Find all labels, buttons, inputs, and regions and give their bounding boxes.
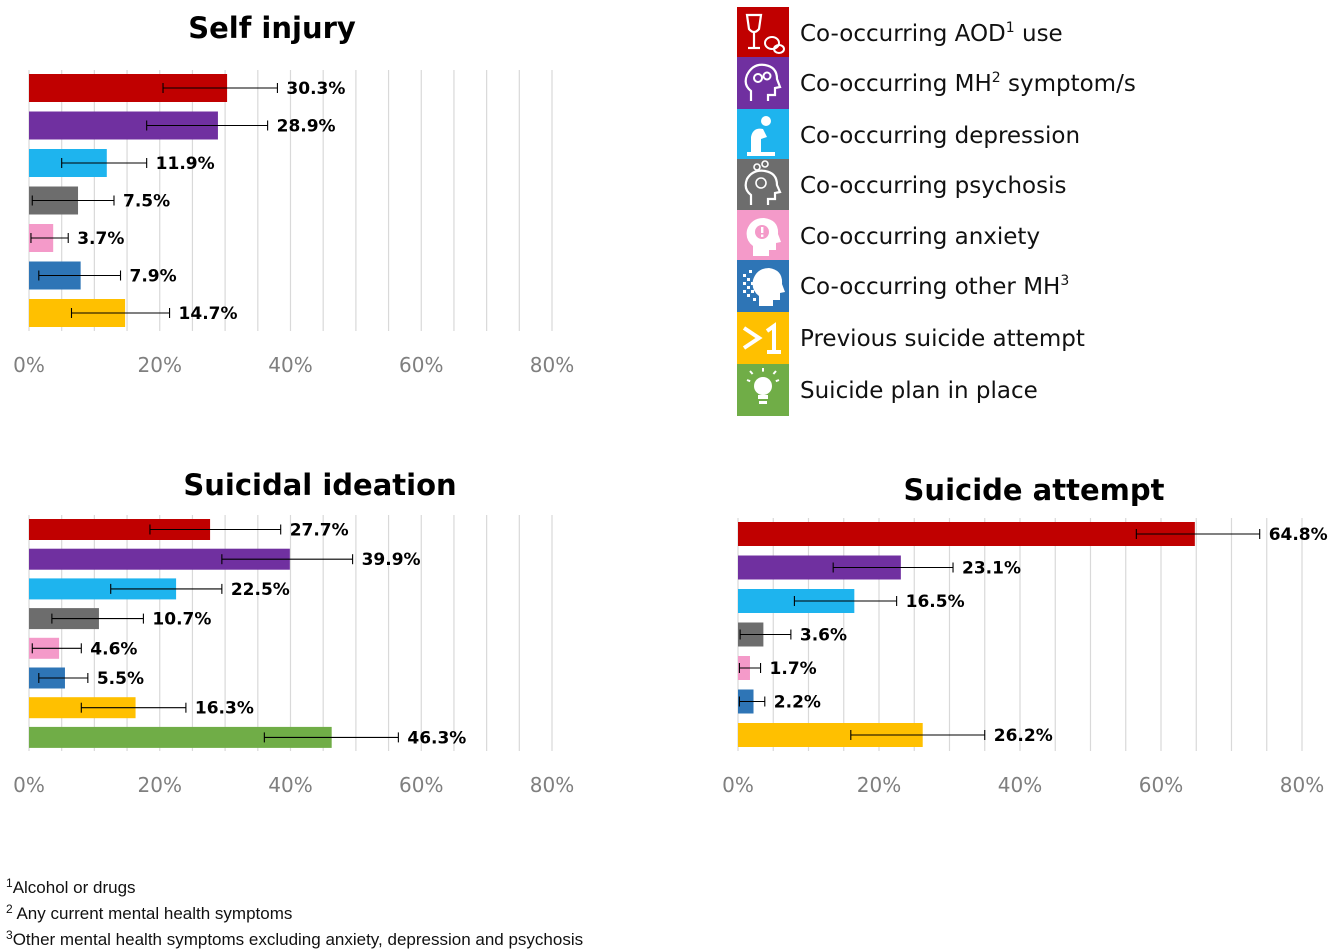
footnote-text: Any current mental health symptoms — [13, 904, 293, 923]
data-label: 2.2% — [774, 693, 821, 713]
footnote-mark: 2 — [6, 902, 13, 916]
data-label: 27.7% — [290, 521, 349, 541]
legend-label: Co-occurring other MH3 — [800, 273, 1069, 300]
x-tick-label: 80% — [530, 353, 574, 377]
legend-item: Previous suicide attempt — [737, 312, 1085, 364]
data-label: 1.7% — [770, 659, 817, 679]
x-tick-label: 80% — [530, 773, 574, 797]
legend-label-text: Previous suicide attempt — [800, 326, 1085, 352]
data-label: 23.1% — [962, 559, 1021, 579]
data-label: 11.9% — [156, 154, 215, 174]
data-label: 26.2% — [994, 726, 1053, 746]
legend-label: Co-occurring depression — [800, 123, 1080, 149]
data-label: 10.7% — [152, 610, 211, 630]
footnote-text: Other mental health symptoms excluding a… — [13, 930, 583, 949]
head-swirl-icon — [737, 159, 789, 211]
data-label: 39.9% — [362, 550, 421, 570]
data-label: 16.3% — [195, 699, 254, 719]
lightbulb-icon — [737, 364, 789, 416]
legend-item: Co-occurring depression — [737, 109, 1080, 161]
legend-item: Co-occurring psychosis — [737, 159, 1066, 211]
data-label: 28.9% — [277, 117, 336, 137]
x-tick-label: 40% — [268, 353, 312, 377]
bar-aod — [738, 522, 1195, 546]
legend-label-suffix: symptom/s — [1001, 71, 1136, 97]
footnote-mark: 3 — [6, 928, 13, 942]
legend-label: Previous suicide attempt — [800, 326, 1085, 352]
x-tick-label: 60% — [399, 773, 443, 797]
head-gears-icon — [737, 57, 789, 109]
sitting-person-icon — [737, 109, 789, 161]
footnote: 2 Any current mental health symptoms — [6, 902, 292, 923]
data-label: 5.5% — [97, 669, 144, 689]
footnote: 3Other mental health symptoms excluding … — [6, 928, 583, 949]
footnote-text: Alcohol or drugs — [13, 878, 136, 897]
data-label: 7.9% — [130, 267, 177, 287]
bar-mh — [29, 548, 290, 570]
legend-label-text: Co-occurring psychosis — [800, 173, 1066, 199]
bar-depression — [29, 578, 177, 600]
x-tick-label: 60% — [399, 353, 443, 377]
legend-label-text: Co-occurring MH — [800, 71, 992, 97]
bar-aod — [29, 519, 211, 540]
x-tick-label: 20% — [857, 773, 901, 797]
footnote-mark: 1 — [6, 876, 13, 890]
x-tick-label: 20% — [138, 773, 182, 797]
legend-label-text: Co-occurring AOD — [800, 21, 1006, 47]
data-label: 16.5% — [906, 592, 965, 612]
legend: Co-occurring AOD1 use Co-occurring MH2 sy… — [737, 7, 1136, 416]
head-exclamation-icon — [737, 210, 789, 262]
footnote-marker: 1 — [1006, 20, 1015, 36]
legend-label-text: Suicide plan in place — [800, 378, 1038, 404]
chart-title: Suicidal ideation — [183, 468, 456, 502]
data-label: 3.6% — [800, 626, 847, 646]
data-label: 14.7% — [179, 304, 238, 324]
footnote-marker: 3 — [1060, 273, 1069, 289]
legend-item: Co-occurring MH2 symptom/s — [737, 57, 1136, 109]
chart-title: Self injury — [188, 11, 356, 45]
legend-label: Co-occurring MH2 symptom/s — [800, 70, 1136, 97]
chart-panel: Self injury 0% 20% 40% 60% 80% 30.3% 28.9% 11.9%… — [13, 11, 574, 377]
x-tick-label: 20% — [138, 353, 182, 377]
data-label: 3.7% — [77, 229, 124, 249]
legend-item: Suicide plan in place — [737, 364, 1038, 416]
bar-plan — [29, 726, 332, 748]
x-tick-label: 40% — [998, 773, 1042, 797]
data-label: 64.8% — [1269, 525, 1328, 545]
footnote: 1Alcohol or drugs — [6, 876, 136, 897]
chart-panel: Suicide attempt 0% 20% 40% 60% 80% 64.8% 23.1% 1… — [722, 473, 1328, 797]
legend-label-text: Co-occurring depression — [800, 123, 1080, 149]
chart-title: Suicide attempt — [904, 473, 1165, 507]
pixel-head-icon — [737, 260, 789, 312]
x-tick-label: 60% — [1139, 773, 1183, 797]
data-label: 22.5% — [231, 580, 290, 600]
legend-label-suffix: use — [1015, 21, 1063, 47]
data-label: 30.3% — [286, 79, 345, 99]
wine-pills-icon — [737, 7, 789, 59]
x-tick-label: 40% — [268, 773, 312, 797]
x-tick-label: 0% — [722, 773, 754, 797]
legend-label: Suicide plan in place — [800, 378, 1038, 404]
data-label: 4.6% — [90, 639, 137, 659]
legend-label: Co-occurring psychosis — [800, 173, 1066, 199]
data-label: 7.5% — [123, 192, 170, 212]
legend-item: Co-occurring AOD1 use — [737, 7, 1063, 59]
legend-item: Co-occurring anxiety — [737, 210, 1040, 262]
footnote-marker: 2 — [992, 70, 1001, 86]
x-tick-label: 80% — [1280, 773, 1324, 797]
legend-item: Co-occurring other MH3 — [737, 260, 1069, 312]
legend-label-text: Co-occurring anxiety — [800, 224, 1040, 250]
x-tick-label: 0% — [13, 773, 45, 797]
legend-label: Co-occurring AOD1 use — [800, 20, 1063, 47]
data-label: 46.3% — [407, 728, 466, 748]
legend-label: Co-occurring anxiety — [800, 224, 1040, 250]
x-tick-label: 0% — [13, 353, 45, 377]
greater-than-one-icon — [737, 312, 789, 364]
chart-panel: Suicidal ideation 0% 20% 40% 60% 80% 27.7% 39.9… — [13, 468, 574, 797]
legend-label-text: Co-occurring other MH — [800, 274, 1060, 300]
